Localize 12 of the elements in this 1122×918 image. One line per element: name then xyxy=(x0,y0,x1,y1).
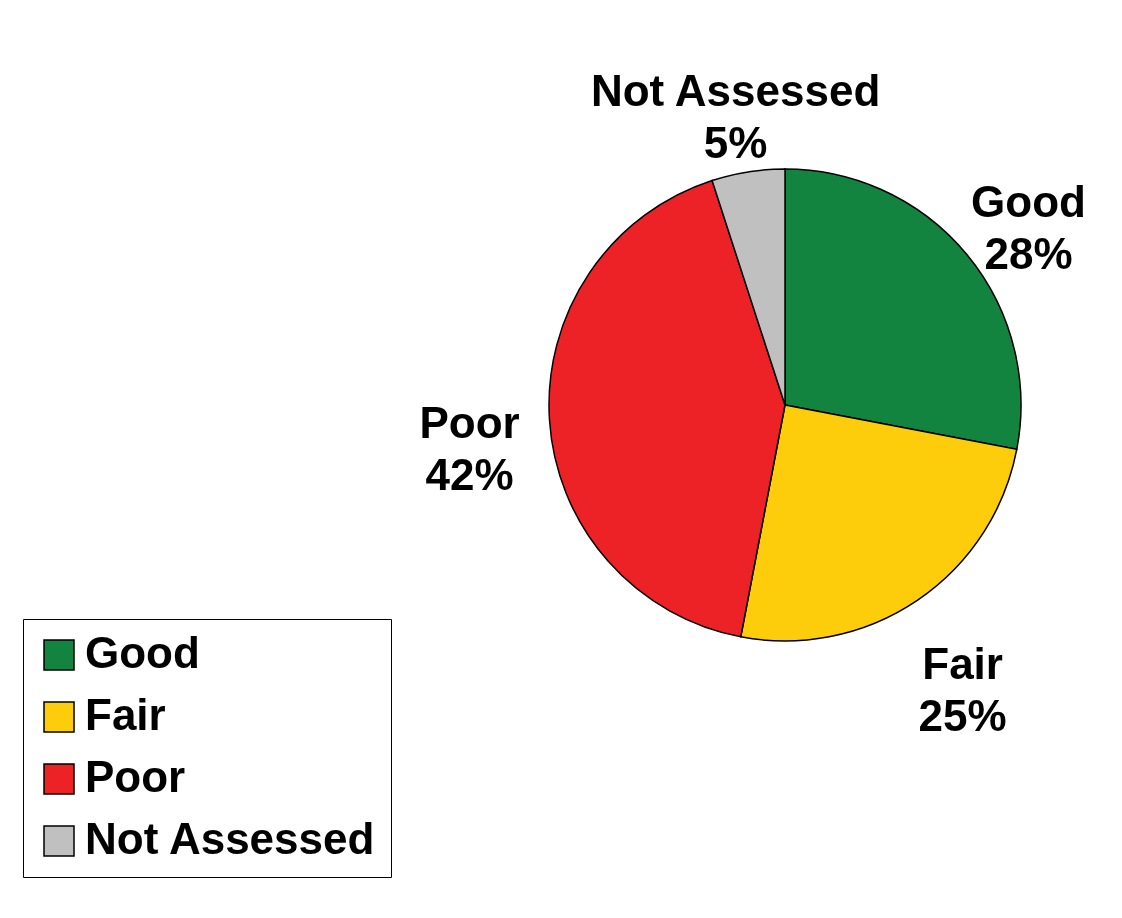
data-label: 25% xyxy=(918,691,1007,741)
legend-label: Good xyxy=(85,628,200,677)
slice-label: Poor xyxy=(419,397,520,447)
data-label: 5% xyxy=(703,117,768,167)
slice-label: Fair xyxy=(922,639,1003,689)
slice-label: Good xyxy=(971,176,1086,226)
data-label: 42% xyxy=(425,449,514,499)
legend-label: Fair xyxy=(85,690,166,739)
legend-label: Poor xyxy=(85,752,186,801)
data-label: 28% xyxy=(984,228,1073,278)
slice-label: Not Assessed xyxy=(590,65,881,115)
legend-label: Not Assessed xyxy=(85,814,375,863)
